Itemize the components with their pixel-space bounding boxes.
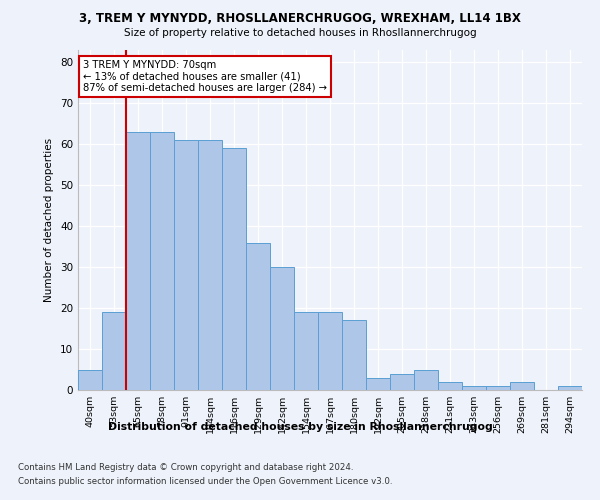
Text: Distribution of detached houses by size in Rhosllannerchrugog: Distribution of detached houses by size … xyxy=(107,422,493,432)
Bar xyxy=(414,370,438,390)
Bar xyxy=(150,132,174,390)
Text: Size of property relative to detached houses in Rhosllannerchrugog: Size of property relative to detached ho… xyxy=(124,28,476,38)
Bar xyxy=(78,370,102,390)
Bar xyxy=(318,312,342,390)
Bar xyxy=(510,382,534,390)
Text: 3 TREM Y MYNYDD: 70sqm
← 13% of detached houses are smaller (41)
87% of semi-det: 3 TREM Y MYNYDD: 70sqm ← 13% of detached… xyxy=(83,60,327,94)
Bar xyxy=(270,267,294,390)
Bar xyxy=(558,386,582,390)
Bar xyxy=(198,140,222,390)
Bar xyxy=(438,382,462,390)
Text: Contains public sector information licensed under the Open Government Licence v3: Contains public sector information licen… xyxy=(18,478,392,486)
Bar xyxy=(222,148,246,390)
Text: 3, TREM Y MYNYDD, RHOSLLANERCHRUGOG, WREXHAM, LL14 1BX: 3, TREM Y MYNYDD, RHOSLLANERCHRUGOG, WRE… xyxy=(79,12,521,26)
Text: Contains HM Land Registry data © Crown copyright and database right 2024.: Contains HM Land Registry data © Crown c… xyxy=(18,462,353,471)
Bar xyxy=(390,374,414,390)
Bar xyxy=(126,132,150,390)
Bar xyxy=(102,312,126,390)
Y-axis label: Number of detached properties: Number of detached properties xyxy=(44,138,55,302)
Bar xyxy=(462,386,486,390)
Bar xyxy=(174,140,198,390)
Bar xyxy=(486,386,510,390)
Bar xyxy=(342,320,366,390)
Bar xyxy=(246,242,270,390)
Bar xyxy=(366,378,390,390)
Bar xyxy=(294,312,318,390)
